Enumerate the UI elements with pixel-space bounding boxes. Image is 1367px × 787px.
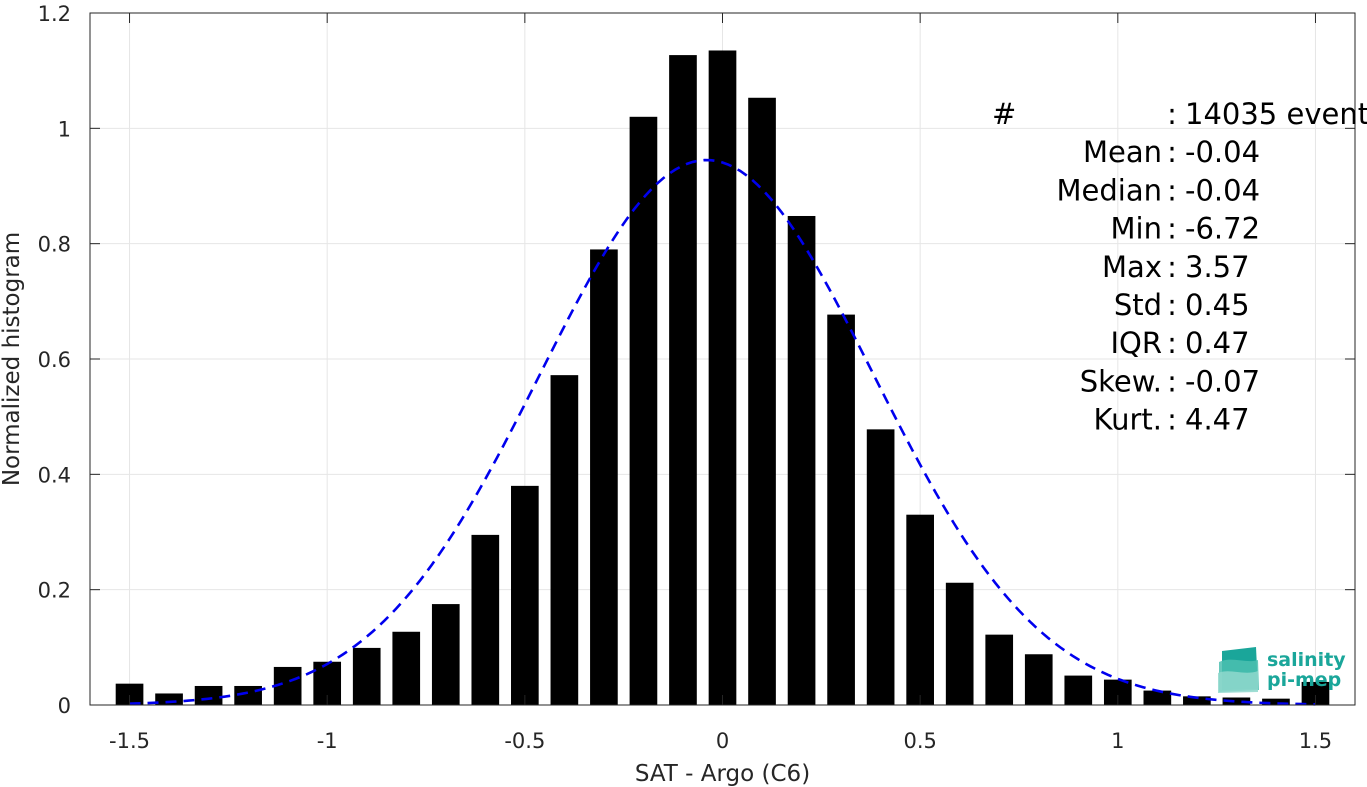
y-tick-label: 0	[58, 694, 71, 718]
y-tick-label: 1.2	[38, 2, 71, 26]
x-tick-label: 0	[716, 729, 729, 753]
x-tick-labels: -1.5 -1 -0.5 0 0.5 1 1.5	[109, 729, 1332, 753]
histogram-bars	[115, 50, 1330, 706]
histogram-bar	[1183, 696, 1211, 705]
x-tick-label: -1	[317, 729, 338, 753]
histogram-bar	[1064, 675, 1093, 705]
stat-value: -6.72	[1185, 212, 1260, 246]
histogram-bar	[1301, 681, 1330, 705]
stat-label: Min	[1111, 212, 1162, 246]
y-tick-label: 0.2	[38, 579, 71, 603]
histogram-bar	[1222, 697, 1251, 705]
stat-value: 0.45	[1185, 288, 1250, 322]
stat-value: -0.07	[1185, 364, 1260, 398]
salinity-pimep-logo: salinity pi-mep	[1218, 647, 1346, 693]
histogram-bar	[392, 631, 421, 705]
logo-text-line1: salinity	[1267, 649, 1346, 671]
y-tick-label: 0.8	[38, 233, 71, 257]
stat-value: 3.57	[1185, 250, 1250, 284]
histogram-bar	[708, 50, 737, 705]
x-tick-label: 0.5	[903, 729, 936, 753]
histogram-bar	[155, 693, 183, 705]
histogram-bar	[431, 604, 460, 705]
histogram-bar	[985, 634, 1014, 705]
histogram-bar	[471, 534, 500, 705]
stat-separator: :	[1167, 135, 1177, 169]
x-tick-label: 1	[1111, 729, 1124, 753]
histogram-bar	[1024, 654, 1053, 705]
histogram-bar	[590, 249, 618, 705]
stat-separator: :	[1167, 403, 1177, 437]
stat-value: -0.04	[1185, 135, 1260, 169]
x-axis-label: SAT - Argo (C6)	[635, 761, 810, 787]
stat-label: Max	[1102, 250, 1162, 284]
y-axis-label: Normalized histogram	[0, 232, 25, 486]
stat-separator: :	[1167, 97, 1177, 131]
histogram-bar	[194, 685, 223, 705]
logo-text-line2: pi-mep	[1267, 669, 1341, 691]
histogram-bar	[550, 375, 579, 705]
y-tick-label: 1	[58, 117, 71, 141]
histogram-bar	[827, 314, 855, 705]
stat-label: Mean	[1083, 135, 1162, 169]
stat-label: Median	[1057, 173, 1162, 207]
stat-label: Kurt.	[1094, 403, 1162, 437]
histogram-bar	[787, 215, 816, 705]
x-tick-label: -1.5	[109, 729, 150, 753]
histogram-bar	[1143, 690, 1172, 705]
stat-label: Skew.	[1080, 364, 1162, 398]
stat-separator: :	[1167, 250, 1177, 284]
x-tick-label: -0.5	[504, 729, 545, 753]
axis-ticks	[90, 12, 1355, 706]
y-tick-label: 0.6	[38, 348, 71, 372]
stat-value: 14035 events	[1185, 97, 1367, 131]
histogram-bar	[669, 55, 697, 705]
histogram-bar	[511, 485, 539, 705]
stat-separator: :	[1167, 288, 1177, 322]
stat-separator: :	[1167, 212, 1177, 246]
histogram-bar	[866, 429, 895, 705]
stat-value: 4.47	[1185, 403, 1250, 437]
histogram-bar	[945, 582, 974, 705]
histogram-bar	[115, 683, 144, 705]
x-tick-label: 1.5	[1299, 729, 1332, 753]
gaussian-fit-curve	[129, 158, 1316, 706]
histogram-bar	[748, 97, 776, 705]
stat-label: #	[992, 97, 1016, 131]
stat-value: 0.47	[1185, 326, 1250, 360]
histogram-bar	[906, 514, 934, 705]
histogram-bar	[352, 647, 381, 705]
histogram-bar	[629, 116, 658, 706]
stat-separator: :	[1167, 326, 1177, 360]
stat-separator: :	[1167, 173, 1177, 207]
logo-wave-icon	[1218, 647, 1259, 693]
y-tick-label: 0.4	[38, 463, 71, 487]
histogram-bar	[1262, 698, 1290, 705]
stat-label: Std	[1114, 288, 1162, 322]
stat-label: IQR	[1110, 326, 1162, 360]
stat-value: -0.04	[1185, 173, 1260, 207]
y-tick-labels: 0 0.2 0.4 0.6 0.8 1 1.2	[38, 2, 71, 718]
stat-separator: :	[1167, 364, 1177, 398]
